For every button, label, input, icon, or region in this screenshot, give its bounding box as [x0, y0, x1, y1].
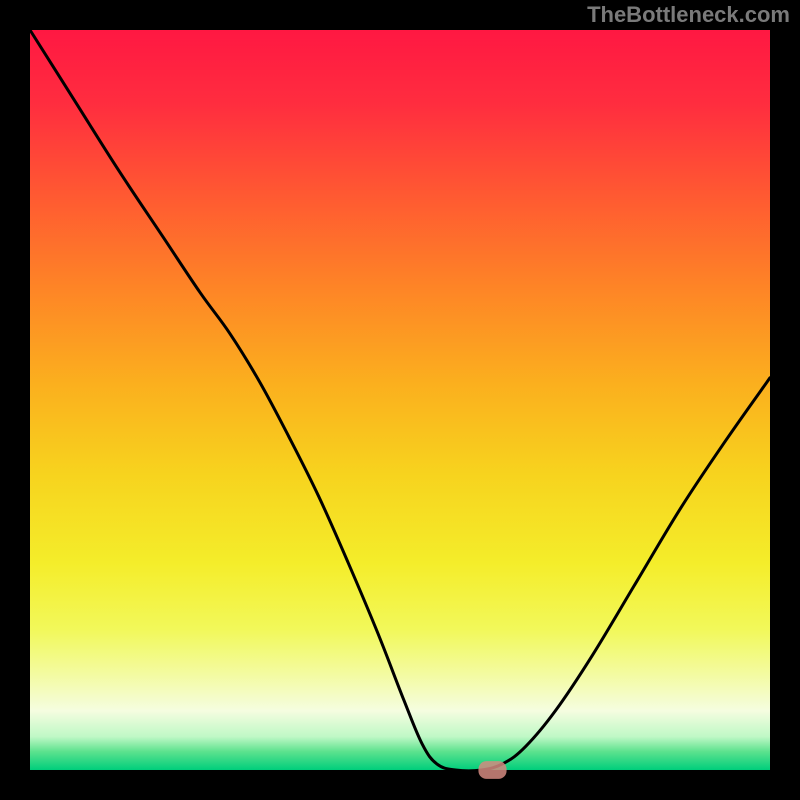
attribution-text: TheBottleneck.com	[587, 2, 790, 27]
optimum-marker	[478, 761, 506, 779]
plot-area	[30, 30, 770, 770]
chart-svg: TheBottleneck.com	[0, 0, 800, 800]
bottleneck-chart: TheBottleneck.com	[0, 0, 800, 800]
